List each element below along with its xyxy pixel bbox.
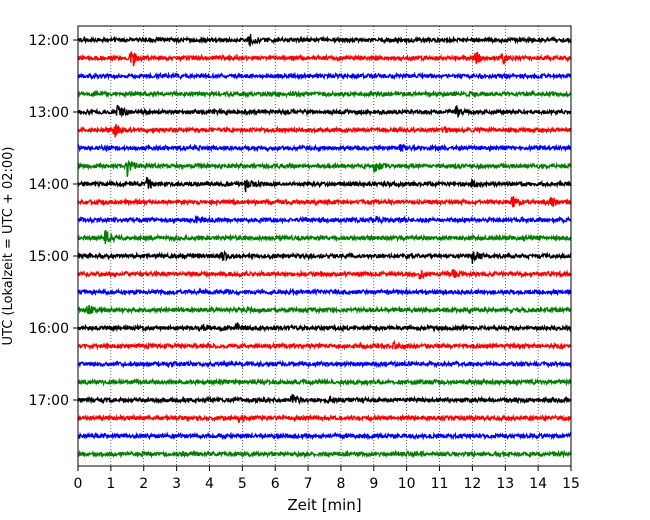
x-tick-label: 7 [304, 476, 313, 492]
trace-line [77, 449, 572, 459]
trace-line [77, 89, 572, 99]
x-tick-label: 8 [336, 476, 345, 492]
trace-line [77, 268, 572, 280]
trace-line [77, 305, 572, 315]
trace-line [77, 249, 572, 264]
y-tick-label: 17:00 [29, 393, 69, 409]
trace-line [77, 339, 572, 351]
trace-line [77, 51, 572, 67]
y-tick-label: 12:00 [29, 33, 69, 49]
x-tick-label: 6 [271, 476, 280, 492]
trace-line [77, 287, 572, 297]
trace-line [77, 321, 572, 333]
trace-line [77, 124, 572, 138]
x-tick-label: 0 [74, 476, 83, 492]
trace-line [77, 160, 572, 177]
x-axis-ticks: 0 1 2 3 4 5 6 7 8 9 10 11 12 13 14 15 [74, 466, 580, 492]
y-tick-label: 13:00 [29, 105, 69, 121]
trace-line [77, 143, 572, 153]
x-axis-label: Zeit [min] [287, 496, 361, 514]
grid-lines [110, 26, 539, 466]
x-tick-label: 2 [139, 476, 148, 492]
trace-line [77, 229, 572, 245]
y-axis-ticks: 12:00 13:00 14:00 15:00 16:00 17:00 [29, 33, 78, 409]
trace-line [77, 413, 572, 424]
x-tick-label: 3 [172, 476, 181, 492]
trace-line [77, 359, 572, 369]
trace-line [77, 377, 572, 387]
y-tick-label: 15:00 [29, 249, 69, 265]
x-tick-label: 12 [463, 476, 481, 492]
trace-line [77, 176, 572, 193]
trace-line [77, 33, 572, 47]
seismic-traces [77, 33, 572, 459]
x-tick-label: 15 [562, 476, 580, 492]
x-tick-label: 13 [496, 476, 514, 492]
x-tick-label: 1 [106, 476, 115, 492]
y-tick-label: 14:00 [29, 177, 69, 193]
trace-line [77, 431, 572, 441]
y-tick-label: 16:00 [29, 321, 69, 337]
x-tick-label: 10 [398, 476, 416, 492]
trace-line [77, 71, 572, 81]
x-tick-label: 4 [205, 476, 214, 492]
x-tick-label: 9 [369, 476, 378, 492]
x-tick-label: 11 [431, 476, 449, 492]
trace-line [77, 196, 572, 208]
trace-line [77, 215, 572, 226]
trace-line [77, 393, 572, 405]
x-tick-label: 14 [529, 476, 547, 492]
plot-frame [77, 25, 572, 467]
y-axis-label: UTC (Lokalzeit = UTC + 02:00) [1, 147, 16, 346]
x-tick-label: 5 [238, 476, 247, 492]
trace-line [77, 104, 572, 118]
